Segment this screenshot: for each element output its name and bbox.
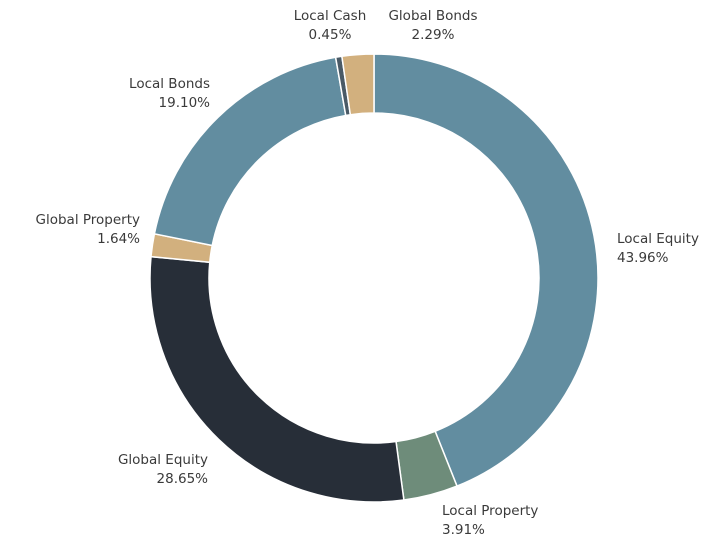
slice-label: Local Equity [617, 231, 699, 247]
slice-label: Global Property [36, 212, 140, 228]
slice-label: Local Bonds [129, 76, 210, 92]
slice-value-label: 19.10% [159, 95, 211, 111]
donut-slice [341, 53, 375, 116]
slice-label: Global Equity [118, 452, 208, 468]
slice-label: Global Bonds [388, 8, 477, 24]
donut-slice [373, 53, 599, 488]
donut-slice [149, 255, 405, 503]
slice-value-label: 2.29% [412, 27, 455, 43]
slice-value-label: 3.91% [442, 522, 485, 538]
slice-value-label: 28.65% [157, 471, 209, 487]
slice-value-label: 43.96% [617, 250, 669, 266]
slice-label: Local Property [442, 503, 538, 519]
slice-label: Local Cash [294, 8, 367, 24]
slice-value-label: 0.45% [309, 27, 352, 43]
slice-value-label: 1.64% [97, 231, 140, 247]
